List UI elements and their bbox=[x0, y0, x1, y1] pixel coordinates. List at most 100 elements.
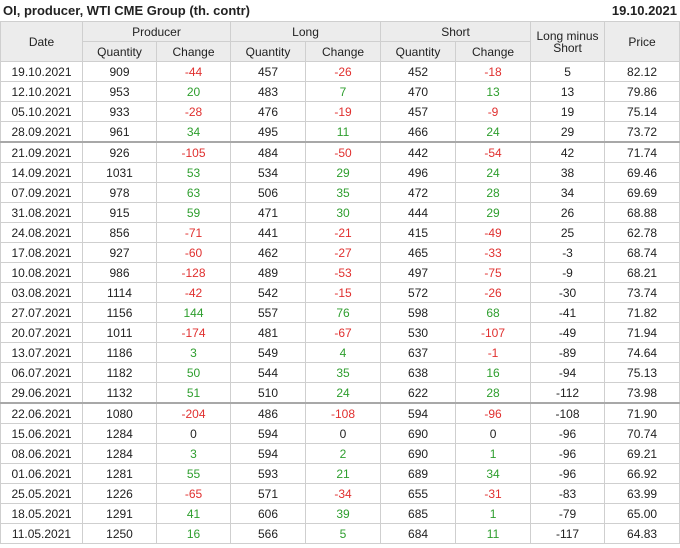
date-cell: 11.05.2021 bbox=[0, 523, 83, 544]
change-cell: 35 bbox=[305, 182, 382, 203]
value-cell: 571 bbox=[230, 483, 307, 504]
change-cell: -96 bbox=[455, 402, 532, 424]
value-cell: 496 bbox=[380, 162, 457, 183]
value-cell: 497 bbox=[380, 262, 457, 283]
change-cell: -33 bbox=[455, 242, 532, 263]
date-cell: 06.07.2021 bbox=[0, 362, 83, 383]
change-cell: -75 bbox=[455, 262, 532, 283]
value-cell: 572 bbox=[380, 282, 457, 303]
value-cell: -108 bbox=[530, 402, 606, 424]
title-bar: OI, producer, WTI CME Group (th. contr) … bbox=[0, 0, 680, 21]
value-cell: 26 bbox=[530, 202, 606, 223]
date-cell: 13.07.2021 bbox=[0, 342, 83, 363]
data-row: 03.08.2021 1114 -42 542 -15 572 -26 -30 73.74 bbox=[0, 282, 680, 303]
value-cell: 73.74 bbox=[604, 282, 680, 303]
value-cell: 1291 bbox=[82, 503, 157, 524]
value-cell: 476 bbox=[230, 101, 307, 122]
change-cell: -26 bbox=[305, 61, 382, 82]
value-cell: 71.94 bbox=[604, 322, 680, 343]
value-cell: 82.12 bbox=[604, 61, 680, 82]
value-cell: 452 bbox=[380, 61, 457, 82]
date-cell: 28.09.2021 bbox=[0, 121, 83, 143]
value-cell: 34 bbox=[530, 182, 606, 203]
value-cell: 685 bbox=[380, 503, 457, 524]
value-cell: 510 bbox=[230, 382, 307, 404]
change-cell: 2 bbox=[305, 443, 382, 464]
value-cell: 68.21 bbox=[604, 262, 680, 283]
change-cell: 59 bbox=[155, 202, 232, 223]
data-row: 29.06.2021 1132 51 510 24 622 28 -112 73.98 bbox=[0, 382, 680, 404]
value-cell: -89 bbox=[530, 342, 606, 363]
value-cell: 62.78 bbox=[604, 222, 680, 243]
value-cell: 441 bbox=[230, 222, 307, 243]
change-cell: 55 bbox=[155, 463, 232, 484]
data-row: 11.05.2021 1250 16 566 5 684 11 -117 64.83 bbox=[0, 523, 680, 544]
col-header: Short bbox=[380, 21, 532, 42]
value-cell: -49 bbox=[530, 322, 606, 343]
subcol-header: Quantity bbox=[82, 41, 157, 62]
change-cell: -21 bbox=[305, 222, 382, 243]
value-cell: 442 bbox=[380, 141, 457, 163]
value-cell: 926 bbox=[82, 141, 157, 163]
value-cell: 415 bbox=[380, 222, 457, 243]
change-cell: -34 bbox=[305, 483, 382, 504]
value-cell: 549 bbox=[230, 342, 307, 363]
col-header: Price bbox=[604, 21, 680, 62]
date-cell: 14.09.2021 bbox=[0, 162, 83, 183]
value-cell: 483 bbox=[230, 81, 307, 102]
change-cell: 29 bbox=[455, 202, 532, 223]
data-row: 13.07.2021 1186 3 549 4 637 -1 -89 74.64 bbox=[0, 342, 680, 363]
value-cell: 598 bbox=[380, 302, 457, 323]
change-cell: 30 bbox=[305, 202, 382, 223]
change-cell: 34 bbox=[455, 463, 532, 484]
change-cell: 68 bbox=[455, 302, 532, 323]
value-cell: -41 bbox=[530, 302, 606, 323]
data-row: 14.09.2021 1031 53 534 29 496 24 38 69.46 bbox=[0, 162, 680, 183]
date-cell: 07.09.2021 bbox=[0, 182, 83, 203]
date-cell: 17.08.2021 bbox=[0, 242, 83, 263]
value-cell: 462 bbox=[230, 242, 307, 263]
change-cell: 41 bbox=[155, 503, 232, 524]
value-cell: 484 bbox=[230, 141, 307, 163]
value-cell: 73.98 bbox=[604, 382, 680, 404]
value-cell: 506 bbox=[230, 182, 307, 203]
date-cell: 10.08.2021 bbox=[0, 262, 83, 283]
data-row: 08.06.2021 1284 3 594 2 690 1 -96 69.21 bbox=[0, 443, 680, 464]
oi-table: Date Producer Long Short Long minus Shor… bbox=[0, 21, 680, 544]
value-cell: -112 bbox=[530, 382, 606, 404]
date-cell: 20.07.2021 bbox=[0, 322, 83, 343]
value-cell: 70.74 bbox=[604, 423, 680, 444]
value-cell: 74.64 bbox=[604, 342, 680, 363]
change-cell: -28 bbox=[155, 101, 232, 122]
date-cell: 24.08.2021 bbox=[0, 222, 83, 243]
change-cell: 0 bbox=[155, 423, 232, 444]
change-cell: 39 bbox=[305, 503, 382, 524]
change-cell: -108 bbox=[305, 402, 382, 424]
change-cell: -53 bbox=[305, 262, 382, 283]
change-cell: 76 bbox=[305, 302, 382, 323]
value-cell: 69.21 bbox=[604, 443, 680, 464]
date-cell: 15.06.2021 bbox=[0, 423, 83, 444]
value-cell: 593 bbox=[230, 463, 307, 484]
change-cell: 28 bbox=[455, 382, 532, 404]
data-row: 07.09.2021 978 63 506 35 472 28 34 69.69 bbox=[0, 182, 680, 203]
subcol-header: Change bbox=[155, 41, 232, 62]
value-cell: -79 bbox=[530, 503, 606, 524]
value-cell: 1284 bbox=[82, 443, 157, 464]
value-cell: 42 bbox=[530, 141, 606, 163]
change-cell: -18 bbox=[455, 61, 532, 82]
subcol-header: Quantity bbox=[230, 41, 307, 62]
value-cell: 856 bbox=[82, 222, 157, 243]
change-cell: 24 bbox=[455, 121, 532, 143]
value-cell: 1182 bbox=[82, 362, 157, 383]
data-row: 19.10.2021 909 -44 457 -26 452 -18 5 82.12 bbox=[0, 61, 680, 82]
value-cell: 486 bbox=[230, 402, 307, 424]
value-cell: 684 bbox=[380, 523, 457, 544]
data-row: 18.05.2021 1291 41 606 39 685 1 -79 65.00 bbox=[0, 503, 680, 524]
date-cell: 05.10.2021 bbox=[0, 101, 83, 122]
value-cell: 66.92 bbox=[604, 463, 680, 484]
data-row: 24.08.2021 856 -71 441 -21 415 -49 25 62.78 bbox=[0, 222, 680, 243]
date-cell: 21.09.2021 bbox=[0, 141, 83, 163]
data-row: 21.09.2021 926 -105 484 -50 442 -54 42 71.74 bbox=[0, 141, 680, 163]
value-cell: 544 bbox=[230, 362, 307, 383]
